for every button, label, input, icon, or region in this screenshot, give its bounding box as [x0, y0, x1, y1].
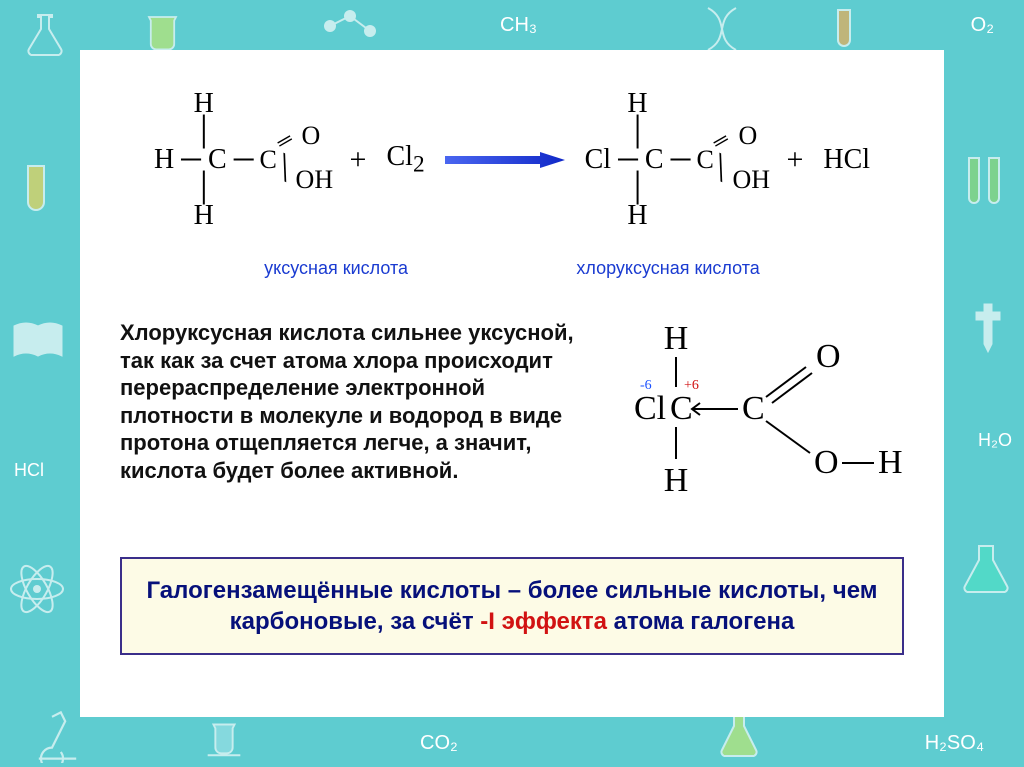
summary-text-tail: атома галогена: [614, 608, 795, 635]
tube-icon: [12, 160, 60, 220]
svg-text:H: H: [664, 320, 689, 357]
dna-icon: [700, 4, 744, 54]
atom-icon: [8, 560, 66, 618]
reaction-arrow-icon: [445, 151, 565, 169]
summary-box: Галогензамещённые кислоты – более сильны…: [120, 557, 904, 655]
slide-frame: CH₃ O₂ H₂SO₄ CO₂ HCl H₂O H │ H ─ C ─ │ H…: [0, 0, 1024, 767]
tube-icon: [824, 6, 864, 56]
flask-icon: [20, 10, 70, 60]
svg-text:Cl: Cl: [634, 390, 666, 427]
svg-text:H: H: [878, 444, 903, 481]
formula-doodle: HCl: [14, 460, 44, 481]
svg-text:C: C: [742, 390, 765, 427]
microscope-icon: [30, 708, 85, 763]
inductive-effect-diagram: H -6 +6 Cl C C O: [634, 319, 904, 527]
summary-accent: -I эффекта: [480, 608, 607, 635]
hcl: HCl: [823, 146, 870, 174]
acetic-acid-structure: H │ H ─ C ─ │ H C ═ O ╲ OH: [154, 90, 330, 230]
explanation-text: Хлоруксусная кислота сильнее уксусной, т…: [120, 319, 604, 484]
chloroacetic-acid-structure: H │ Cl ─ C ─ │ H C ═ O ╲ OH: [585, 90, 767, 230]
svg-text:O: O: [816, 338, 841, 375]
formula-doodle: O₂: [971, 14, 994, 37]
formula-doodle: H₂SO₄: [925, 732, 984, 755]
beaker-icon: [140, 8, 185, 53]
svg-text:O: O: [814, 444, 839, 481]
formula-doodle: H₂O: [978, 430, 1012, 451]
formula-doodle: CH₃: [500, 14, 537, 37]
content-card: H │ H ─ C ─ │ H C ═ O ╲ OH + Cl2: [80, 50, 944, 717]
book-icon: [10, 320, 65, 365]
plus-sign: +: [786, 143, 803, 177]
reaction-labels: уксусная кислота хлоруксусная кислота: [120, 258, 904, 279]
cl2: Cl2: [386, 143, 424, 177]
tubes-icon: [959, 150, 1014, 215]
flask-icon: [959, 540, 1014, 600]
dropper-icon: [968, 300, 1008, 360]
reaction-equation: H │ H ─ C ─ │ H C ═ O ╲ OH + Cl2: [120, 90, 904, 230]
label-acetic: уксусная кислота: [264, 258, 408, 279]
label-chloroacetic: хлоруксусная кислота: [576, 258, 759, 279]
plus-sign: +: [350, 143, 367, 177]
formula-doodle: CO₂: [420, 732, 458, 755]
flask-icon: [714, 710, 764, 765]
svg-text:C: C: [670, 390, 693, 427]
svg-text:H: H: [664, 462, 689, 499]
molecule-icon: [320, 6, 380, 46]
beaker-icon: [200, 713, 248, 761]
